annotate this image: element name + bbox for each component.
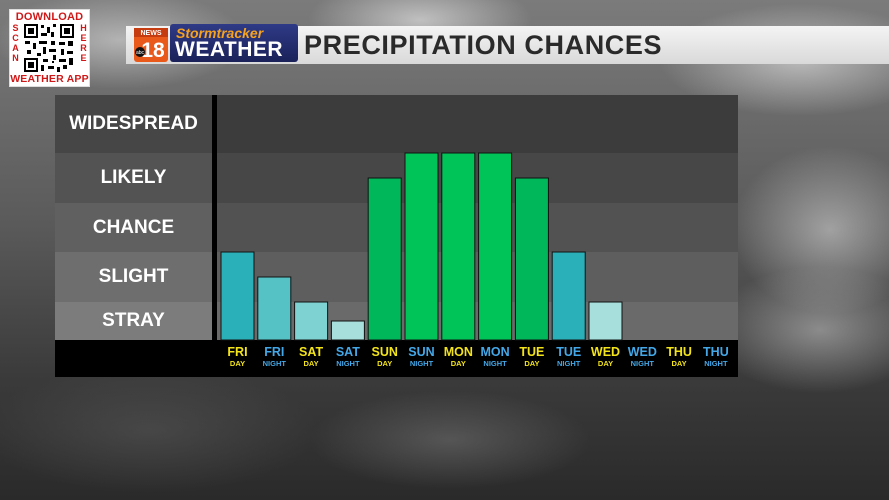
x-label-sun-day: SUN DAY: [367, 345, 403, 369]
news18-logo-icon: NEWS 18 abc: [134, 28, 168, 62]
x-label-period: NIGHT: [483, 359, 507, 368]
x-label-tue-night: TUE NIGHT: [551, 345, 587, 369]
level-label-likely: LIKELY: [55, 153, 212, 203]
x-label-day: FRI: [264, 345, 285, 359]
bar-tue-night: [551, 251, 586, 341]
x-label-sun-night: SUN NIGHT: [404, 345, 440, 369]
x-label-day: SUN: [371, 345, 398, 359]
x-label-day: THU: [703, 345, 729, 359]
bar-sat-night: [330, 320, 365, 341]
x-label-period: DAY: [229, 359, 246, 368]
qr-download-label: DOWNLOAD: [15, 11, 84, 23]
x-label-day: WED: [590, 345, 621, 359]
x-label-sat-night: SAT NIGHT: [330, 345, 366, 369]
x-label-mon-day: MON DAY: [440, 345, 476, 369]
x-label-period: NIGHT: [336, 359, 360, 368]
stormtracker-label: Stormtracker: [176, 25, 264, 41]
level-band-likely: [217, 153, 738, 203]
x-label-period: NIGHT: [630, 359, 654, 368]
abc-label: abc: [136, 50, 145, 56]
level-label-widespread: WIDESPREAD: [55, 95, 212, 153]
precipitation-chart: STRAY SLIGHT CHANCE LIKELY WIDESPREAD FRI DAY…: [55, 95, 738, 377]
x-label-period: NIGHT: [557, 359, 581, 368]
bar-sun-night: [404, 152, 439, 341]
level-label-chance: CHANCE: [55, 203, 212, 252]
bar-fri-day: [220, 251, 255, 341]
x-label-day: WED: [627, 345, 657, 359]
x-label-thu-night: THU NIGHT: [698, 345, 734, 369]
weather-label: WEATHER: [175, 38, 284, 61]
level-label-stray: STRAY: [55, 302, 212, 340]
x-label-period: DAY: [597, 359, 614, 368]
x-label-period: NIGHT: [262, 359, 286, 368]
bar-sun-day: [367, 177, 402, 341]
x-label-day: FRI: [227, 345, 248, 359]
level-band-widespread: [217, 95, 738, 153]
x-label-period: DAY: [377, 359, 393, 368]
news-label: NEWS: [141, 30, 162, 37]
x-label-day: TUE: [556, 345, 582, 359]
x-label-period: NIGHT: [704, 359, 728, 368]
x-label-day: MON: [443, 345, 473, 359]
x-label-period: DAY: [671, 359, 687, 368]
stormtracker-weather-logo: Stormtracker WEATHER: [170, 24, 298, 62]
x-label-period: NIGHT: [409, 359, 434, 368]
x-label-wed-day: WED DAY: [588, 345, 624, 369]
level-band-chance: [217, 203, 738, 252]
bar-tue-day: [514, 177, 549, 341]
x-label-day: THU: [666, 345, 692, 359]
bar-fri-night: [257, 276, 292, 341]
bar-sat-day: [294, 301, 329, 341]
chart-bars: [220, 152, 623, 341]
level-band-slight: [217, 252, 738, 302]
x-label-mon-night: MON NIGHT: [477, 345, 513, 369]
x-label-sat-day: SAT DAY: [293, 345, 329, 369]
x-label-wed-night: WED NIGHT: [624, 345, 660, 369]
x-label-day: MON: [480, 345, 510, 359]
x-label-day: SUN: [408, 345, 435, 359]
x-label-fri-day: FRI DAY: [220, 345, 256, 369]
qr-weather-app-label: WEATHER APP: [10, 73, 89, 85]
bar-wed-day: [588, 301, 623, 341]
qr-code-icon: [23, 23, 75, 73]
x-label-day: SAT: [335, 345, 360, 359]
x-label-period: DAY: [303, 359, 319, 368]
x-label-fri-night: FRI NIGHT: [256, 345, 292, 369]
page-title: PRECIPITATION CHANCES: [304, 30, 663, 60]
x-label-period: DAY: [450, 359, 466, 368]
level-label-slight: SLIGHT: [55, 252, 212, 302]
x-label-thu-day: THU DAY: [661, 345, 697, 369]
bar-mon-day: [441, 152, 476, 341]
x-label-day: TUE: [519, 345, 545, 359]
x-label-tue-day: TUE DAY: [514, 345, 550, 369]
bar-mon-night: [478, 152, 513, 341]
channel-number: 18: [141, 39, 165, 62]
x-label-period: DAY: [524, 359, 540, 368]
x-label-day: SAT: [299, 345, 324, 359]
